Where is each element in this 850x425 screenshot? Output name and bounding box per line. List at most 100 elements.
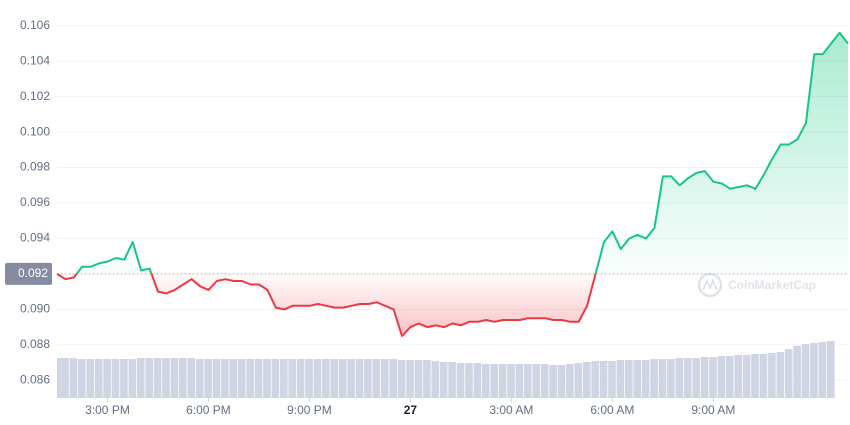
watermark-text: CoinMarketCap [728,278,816,292]
volume-bar [818,342,827,398]
volume-bar [212,359,221,398]
volume-bar [776,352,785,398]
volume-bar [94,359,103,398]
volume-bar [153,358,162,398]
volume-bar [136,358,145,398]
volume-bar [271,359,280,398]
volume-bar [372,359,381,398]
x-tick-label: 6:00 AM [590,403,634,417]
watermark-logo [697,272,723,298]
volume-bar [448,362,456,398]
area-fill [57,32,848,337]
volume-bar [658,359,667,398]
y-tick-label: 0.106 [20,18,50,32]
volume-bar [423,360,431,398]
y-tick-label: 0.104 [20,53,50,67]
baseline-label-box [5,262,52,285]
volume-bar [759,354,768,398]
volume-bar [490,364,498,398]
volume-bar [229,359,238,398]
volume-bar [734,355,743,398]
volume-bar [57,358,65,398]
x-tick-label: 27 [404,403,418,417]
volume-bar [439,362,448,398]
volume-bar [801,344,810,398]
volume-bar [305,359,313,398]
y-tick-label: 0.096 [20,195,50,209]
volume-bar [330,359,339,398]
price-line [56,31,849,337]
volume-bar [768,353,776,398]
volume-bar [582,362,591,398]
volume-bar [204,359,212,398]
volume-bar [532,364,541,398]
volume-bar [380,359,389,398]
volume-bar [826,341,835,398]
x-tick-label: 3:00 AM [489,403,533,417]
volume-bar [279,359,288,398]
volume-bar [566,364,574,398]
volume-bar [69,358,78,398]
volume-bar [195,359,204,398]
watermark-logo-mark [702,278,718,291]
volume-bar [237,359,246,398]
volume-bar [515,364,524,398]
volume-bar [742,355,751,398]
y-tick-label: 0.090 [20,302,50,316]
volume-bar [549,365,557,398]
volume-bar [675,358,684,398]
volume-bar [397,360,406,398]
volume-bar [61,358,69,398]
volume-bar [591,361,599,398]
volume-bar [246,359,254,398]
volume-bar [465,363,473,398]
y-tick-label: 0.094 [20,231,50,245]
volume-bar [608,361,616,398]
volume-bar [145,358,153,398]
y-tick-label: 0.100 [20,124,50,138]
y-tick-label: 0.086 [20,372,50,386]
volume-bar [103,359,111,398]
volume-bar [78,359,86,398]
volume-bar [322,359,330,398]
volume-bar [473,363,482,398]
y-tick-label: 0.088 [20,337,50,351]
volume-bar [221,359,229,398]
volume-bar [709,357,717,398]
volume-bar [725,356,734,398]
x-tick-label: 9:00 AM [691,403,735,417]
volume-bar [625,360,633,398]
y-tick-label: 0.102 [20,89,50,103]
volume-bar [288,359,297,398]
x-tick-label: 6:00 PM [186,403,231,417]
volume-bar [86,359,95,398]
volume-bar [254,359,263,398]
baseline-label: 0.092 [18,266,48,280]
volume-bar [641,360,650,398]
volume-bar [414,360,423,398]
volume-bar [481,364,490,398]
volume-bar [355,359,364,398]
volume-bar [338,359,347,398]
volume-bar [692,358,700,398]
volume-bar [700,357,709,398]
y-tick-label: 0.098 [20,160,50,174]
watermark: CoinMarketCap [697,272,816,298]
volume-bar [650,359,658,398]
volume-bar [389,359,398,398]
volume-bar [683,358,692,398]
volume-bar [498,364,507,398]
volume-bar [179,358,187,398]
volume-bar [793,346,801,398]
volume-bar [524,364,532,398]
volume-bar [810,343,818,398]
volume-bar [616,360,625,398]
volume-bar [784,349,793,398]
volume-bar [364,359,372,398]
volume-bar [170,358,179,398]
volume-bar [296,359,305,398]
volume-bar [347,359,355,398]
volume-bar [667,359,675,398]
x-tick-label: 9:00 PM [287,403,332,417]
